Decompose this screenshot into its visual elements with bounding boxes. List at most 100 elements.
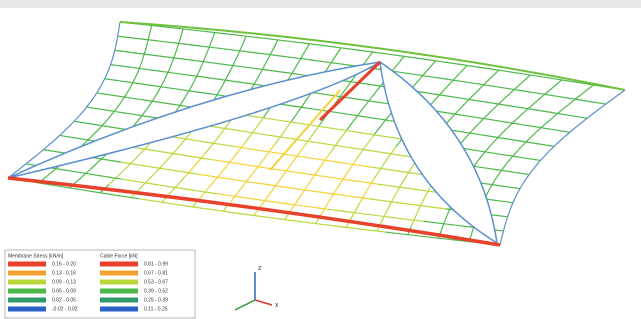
mesh-line <box>372 89 378 97</box>
mesh-line <box>398 56 405 64</box>
mesh-line <box>38 147 47 155</box>
mesh-line <box>104 126 119 128</box>
mesh-line <box>133 153 141 161</box>
mesh-line <box>136 165 151 167</box>
mesh-line <box>356 50 373 52</box>
mesh-line <box>190 81 194 89</box>
mesh-line <box>528 132 536 140</box>
mesh-line <box>184 170 191 178</box>
legend-swatch <box>100 298 138 303</box>
mesh-line <box>519 183 524 191</box>
mesh-line <box>105 79 120 81</box>
mesh-line <box>256 72 261 80</box>
page: {"legend": { "membrane": {"title": "Memb… <box>0 0 641 319</box>
mesh-line <box>496 99 504 107</box>
mesh-line <box>265 56 269 64</box>
mesh-line <box>508 89 524 92</box>
mesh-line <box>459 65 467 73</box>
mesh-line <box>504 222 506 230</box>
mesh-line <box>125 88 130 96</box>
mesh-line <box>92 92 97 100</box>
mesh-line <box>297 58 313 60</box>
mesh-line <box>233 150 239 158</box>
mesh-line <box>523 175 528 183</box>
mesh-line <box>589 101 605 104</box>
mesh-line <box>123 196 139 199</box>
mesh-line <box>248 52 264 54</box>
mesh-line <box>135 148 150 150</box>
mesh-line <box>217 194 233 196</box>
mesh-line <box>290 158 296 166</box>
mesh-line <box>571 116 587 119</box>
axis-triad: z x <box>235 265 279 310</box>
mesh-line <box>375 126 381 134</box>
mesh-line <box>371 101 386 103</box>
mesh-line <box>297 205 313 207</box>
mesh-line <box>313 60 329 62</box>
mesh-line <box>120 81 135 83</box>
mesh-line <box>477 101 493 103</box>
mesh-line <box>545 116 554 124</box>
mesh-line <box>540 111 556 114</box>
mesh-line <box>521 75 530 83</box>
mesh-line <box>303 97 309 105</box>
mesh-line <box>322 45 339 47</box>
mesh-line <box>178 58 194 60</box>
legend-label: 0.25 - 0.39 <box>144 297 168 303</box>
mesh-line <box>524 74 541 77</box>
mesh-line <box>87 164 96 172</box>
mesh-line <box>359 116 374 118</box>
mesh-line <box>485 168 500 170</box>
mesh-line <box>353 197 368 199</box>
mesh-line <box>458 102 466 110</box>
mesh-line <box>296 195 301 203</box>
mesh-line <box>209 62 225 64</box>
mesh-line <box>238 213 254 215</box>
mesh-line <box>74 121 89 123</box>
mesh-line <box>266 191 272 199</box>
mesh-line <box>541 152 548 160</box>
mesh-line <box>444 214 447 222</box>
mesh-line <box>105 160 120 162</box>
mesh-line <box>348 131 363 133</box>
mesh-line <box>193 140 208 142</box>
mesh-line <box>402 234 418 236</box>
mesh-line <box>505 187 520 189</box>
mesh-line <box>339 48 356 50</box>
mesh-line <box>583 85 593 93</box>
mesh-line <box>185 189 201 191</box>
mesh-line <box>457 64 474 66</box>
mesh-line <box>359 105 365 113</box>
mesh-line <box>492 215 507 217</box>
legend: Membrane Stress [kN/m] Cable Force [kN] … <box>5 250 195 318</box>
mesh-line <box>221 33 238 35</box>
mesh-line <box>167 169 182 171</box>
mesh-line <box>440 61 457 63</box>
mesh-line <box>205 145 212 153</box>
mesh-line <box>367 52 373 60</box>
mesh-line <box>198 174 213 176</box>
mesh-line <box>333 129 348 131</box>
mesh-line <box>157 71 172 73</box>
mesh-line <box>511 156 526 158</box>
mesh-line <box>156 102 171 104</box>
mesh-line <box>360 195 365 203</box>
mesh-line <box>367 150 382 152</box>
mesh-line <box>337 146 352 148</box>
mesh-line <box>362 182 377 184</box>
mesh-line <box>155 165 163 173</box>
mesh-line <box>614 90 625 98</box>
mesh-line <box>171 104 186 106</box>
mesh-line <box>319 126 334 128</box>
mesh-line <box>253 149 268 151</box>
mesh-line <box>221 211 237 213</box>
mesh-line <box>242 179 248 187</box>
legend-label: 0.13 - 0.16 <box>52 270 76 276</box>
mesh-line <box>487 107 495 115</box>
mesh-line <box>205 209 221 211</box>
mesh-line <box>265 201 281 203</box>
mesh-line <box>472 123 480 131</box>
mesh-line <box>385 155 391 163</box>
mesh-line <box>198 65 202 73</box>
mesh-line <box>274 40 278 48</box>
